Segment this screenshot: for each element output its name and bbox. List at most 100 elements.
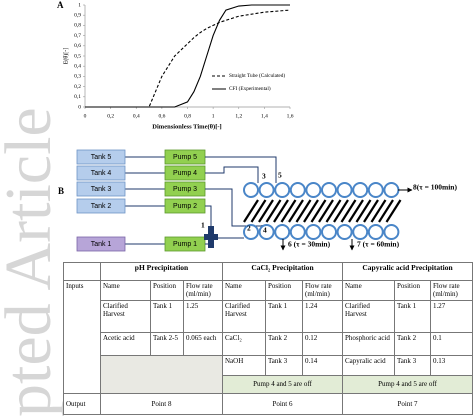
pipe — [205, 205, 212, 226]
coil-hatch — [318, 199, 334, 223]
point-label: 3 — [262, 172, 266, 181]
coil-hatch — [310, 199, 327, 223]
tank-label: Tank 5 — [91, 154, 112, 161]
coil-hatch — [273, 199, 289, 223]
tank-label: Tank 1 — [91, 241, 112, 248]
point-label: 2 — [247, 224, 251, 233]
cell: Tank 2-5 — [150, 332, 184, 356]
point-label: 1 — [201, 221, 205, 230]
coil-loop — [352, 224, 369, 240]
group-title: CaCl₂ Precipitation — [222, 262, 343, 281]
pipe — [205, 156, 277, 183]
row-label: Inputs — [63, 280, 101, 394]
coil-loop — [352, 182, 369, 198]
cell: Clarified Harvest — [342, 300, 395, 333]
column-header: Name — [100, 280, 151, 301]
cell: 0.1 — [429, 332, 474, 356]
legend-label: Straight Tube (Calculated) — [229, 72, 285, 79]
coil-loop — [367, 224, 384, 240]
y-tick-label: 0 — [78, 104, 81, 110]
coil-hatch — [378, 199, 394, 223]
coil-loop — [289, 224, 306, 240]
coil-hatch — [280, 199, 297, 223]
cell: 0.14 — [302, 355, 343, 376]
coil-loop — [383, 224, 400, 240]
tank — [76, 198, 126, 214]
cell: 1.24 — [302, 300, 343, 333]
coil-hatch — [250, 199, 267, 223]
coil-loop — [258, 224, 275, 240]
coil-hatch — [385, 199, 402, 223]
column-header: Flow rate (ml/min) — [183, 280, 223, 301]
coil-hatch — [348, 199, 364, 223]
cell: NaOH — [222, 355, 266, 376]
conditions-table: pH Precipitation CaCl₂ Precipitation Capyr… — [63, 262, 474, 415]
tank — [76, 236, 126, 252]
coil-hatch — [363, 199, 379, 223]
y-tick-label: 0,5 — [74, 53, 81, 59]
coil-loop — [243, 224, 259, 240]
cell: Phosphoric acid — [342, 332, 395, 356]
coil-hatch — [295, 199, 312, 223]
pump-label: Pump 4 — [173, 170, 197, 177]
legend-label: CFI (Experimental) — [229, 85, 271, 92]
column-header: Position — [394, 280, 431, 301]
panel-label: B — [58, 186, 64, 196]
coil-hatch — [333, 199, 349, 223]
note-cell: Pump 4 and 5 are off — [341, 375, 474, 394]
y-tick-label: 0,8 — [74, 23, 81, 29]
y-tick-label: 1 — [78, 2, 81, 8]
x-tick-label: 0,4 — [133, 113, 140, 119]
coil-loop — [243, 182, 259, 198]
coil-hatch — [258, 199, 274, 223]
table-row: pH Precipitation CaCl₂ Precipitation Capyr… — [63, 262, 474, 281]
x-tick-label: 1,6 — [287, 113, 294, 119]
coil-loop — [383, 182, 400, 198]
coil-loop — [274, 182, 291, 198]
chart: 0 0,1 0,2 0,3 0,4 0,5 0,6 0,7 0,8 0,9 1 0 0,2 0,4 0,6 0… — [74, 2, 294, 119]
cell: Tank 1 — [394, 300, 431, 333]
tank-label: Tank 3 — [91, 186, 112, 193]
y-tick-label: 0,9 — [74, 12, 81, 18]
coil-hatch — [288, 199, 304, 223]
outlet-label: 8(τ = 100min) — [413, 183, 457, 192]
x-tick-label: 0,2 — [107, 113, 114, 119]
tank — [76, 165, 126, 181]
coil-loop — [274, 224, 291, 240]
outlet-label: 6 (τ = 30min) — [288, 240, 331, 249]
point-label: 4 — [263, 226, 267, 235]
y-tick-label: 0,2 — [74, 84, 81, 90]
table-row: Inputs Name Position Flow rate (ml/min) Name… — [63, 280, 474, 394]
coil-hatch — [340, 199, 357, 223]
note-cell: Pump 4 and 5 are off — [222, 375, 343, 394]
cell: Tank 3 — [394, 355, 431, 376]
tank-label: Tank 2 — [91, 203, 112, 210]
cell: Tank 1 — [150, 300, 184, 333]
cell: Tank 2 — [394, 332, 431, 356]
column-header: Flow rate (ml/min) — [302, 280, 343, 301]
coil-loop — [305, 224, 322, 240]
pump-label: Pump 1 — [173, 241, 197, 248]
group-title: pH Precipitation — [100, 262, 223, 281]
coil-hatch — [325, 199, 342, 223]
outlet-label: 7 (τ = 60min) — [357, 240, 400, 249]
panel-label: A — [57, 0, 64, 10]
group-title: Capyralic acid Precipitation — [341, 262, 474, 281]
column-header: Position — [150, 280, 184, 301]
empty-cell — [100, 355, 223, 394]
coil-hatch — [243, 199, 259, 223]
cell: 1.25 — [183, 300, 223, 333]
coil-loop — [336, 182, 353, 198]
column-header: Position — [265, 280, 303, 301]
coil-hatch — [355, 199, 372, 223]
series-line — [85, 9, 291, 108]
y-tick-label: 0,6 — [74, 43, 81, 49]
cell: Capyralic acid — [342, 355, 395, 376]
output-cell: Point 6 — [222, 393, 343, 415]
row-label: Output — [63, 393, 101, 415]
cell: 0.065 each — [183, 332, 223, 356]
x-tick-label: 1,2 — [235, 113, 242, 119]
cell: 0.12 — [302, 332, 343, 356]
